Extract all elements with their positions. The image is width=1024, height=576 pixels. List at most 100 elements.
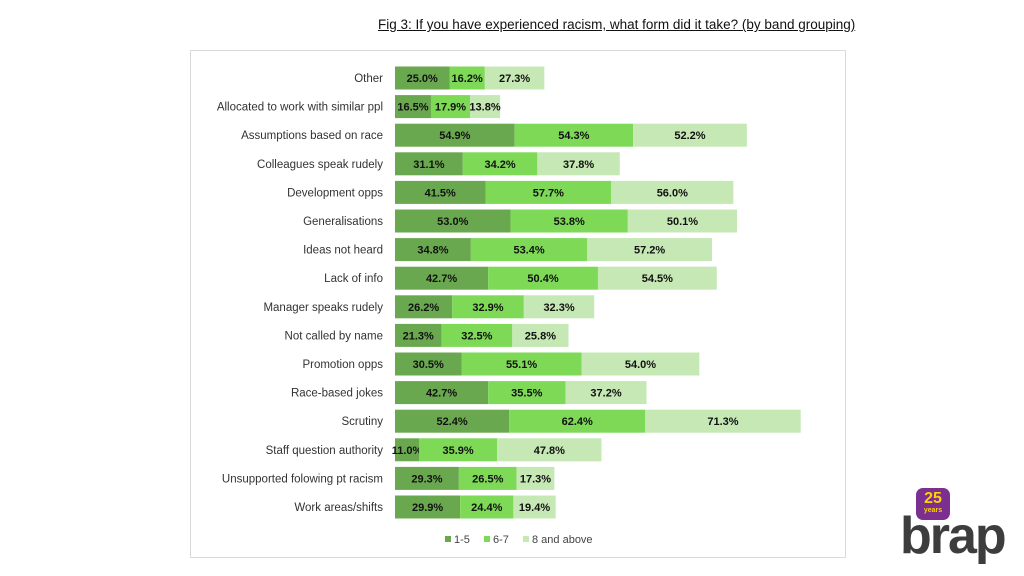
bar-segment xyxy=(523,295,595,319)
bar-segment xyxy=(441,323,513,347)
category-label: Not called by name xyxy=(285,330,383,342)
category-label: Race-based jokes xyxy=(291,388,383,400)
data-label: 29.9% xyxy=(412,502,443,514)
bar-segment xyxy=(395,438,419,462)
data-label: 57.2% xyxy=(634,245,665,257)
bar-segment xyxy=(395,323,442,347)
bar-segment xyxy=(510,209,628,233)
data-label: 32.5% xyxy=(461,330,492,342)
data-label: 53.8% xyxy=(554,216,585,228)
bar-segment xyxy=(488,266,598,290)
data-label: 55.1% xyxy=(506,359,537,371)
data-label: 37.2% xyxy=(590,388,621,400)
bar-segment xyxy=(537,152,620,176)
bar-segment xyxy=(513,495,556,519)
bar-segment xyxy=(565,381,647,405)
data-label: 53.0% xyxy=(437,216,468,228)
bar-segment xyxy=(395,95,431,119)
data-label: 54.5% xyxy=(642,273,673,285)
data-label: 35.9% xyxy=(443,445,474,457)
data-label: 57.7% xyxy=(533,187,564,199)
bar-segment xyxy=(395,381,489,405)
data-label: 25.0% xyxy=(407,73,438,85)
data-label: 13.8% xyxy=(469,102,500,114)
bar-segment xyxy=(460,495,514,519)
bar-segment xyxy=(395,295,453,319)
bar-segment xyxy=(597,266,717,290)
data-label: 19.4% xyxy=(519,502,550,514)
bar-segment xyxy=(395,238,471,262)
data-label: 24.4% xyxy=(471,502,502,514)
data-label: 54.0% xyxy=(625,359,656,371)
data-label: 27.3% xyxy=(499,73,530,85)
badge-number: 25 xyxy=(924,490,942,507)
data-label: 16.5% xyxy=(397,102,428,114)
category-label: Unsupported folowing pt racism xyxy=(222,473,383,485)
bar-segment xyxy=(430,95,470,119)
category-label: Promotion opps xyxy=(302,359,383,371)
bar-segment xyxy=(395,152,463,176)
category-label: Assumptions based on race xyxy=(241,130,383,142)
data-label: 29.3% xyxy=(411,473,442,485)
bar-segment xyxy=(581,352,700,376)
data-label: 16.2% xyxy=(452,73,483,85)
category-label: Ideas not heard xyxy=(303,245,383,257)
data-label: 34.8% xyxy=(417,245,448,257)
category-label: Other xyxy=(354,73,383,85)
bar-segment xyxy=(458,466,517,490)
data-label: 17.3% xyxy=(520,473,551,485)
data-label: 34.2% xyxy=(484,159,515,171)
data-label: 26.5% xyxy=(472,473,503,485)
data-label: 53.4% xyxy=(513,245,544,257)
bar-segment xyxy=(516,466,555,490)
bar-segment xyxy=(611,180,734,204)
category-label: Generalisations xyxy=(303,216,383,228)
data-label: 26.2% xyxy=(408,302,439,314)
bar-segment xyxy=(633,123,747,147)
data-label: 32.3% xyxy=(543,302,574,314)
bar-segment xyxy=(395,495,461,519)
anniversary-badge: 25 years xyxy=(916,488,950,520)
chart-frame: Other 25.0% 16.2% 27.3% Allocated to work wi… xyxy=(190,50,846,558)
chart-title: Fig 3: If you have experienced racism, w… xyxy=(378,17,856,32)
category-label: Lack of info xyxy=(324,273,383,285)
bar-segment xyxy=(395,266,489,290)
bar-segment xyxy=(488,381,566,405)
data-label: 47.8% xyxy=(534,445,565,457)
bar-segment xyxy=(469,95,501,119)
data-label: 32.9% xyxy=(472,302,503,314)
bar-segment xyxy=(461,352,582,376)
data-label: 37.8% xyxy=(563,159,594,171)
data-label: 50.4% xyxy=(527,273,558,285)
category-label: Scrutiny xyxy=(341,416,383,428)
category-label: Colleagues speak rudely xyxy=(257,159,383,171)
bar-segment xyxy=(497,438,602,462)
data-label: 41.5% xyxy=(425,187,456,199)
bar-segment xyxy=(395,409,510,433)
bar-segment xyxy=(395,466,459,490)
logo-wordmark: brap xyxy=(900,507,1007,565)
data-label: 30.5% xyxy=(413,359,444,371)
bar-segment xyxy=(395,209,511,233)
brap-logo: 25 years brap xyxy=(900,488,1010,570)
bar-segment xyxy=(395,123,515,147)
bar-segment xyxy=(395,66,450,90)
legend-swatch xyxy=(523,536,529,542)
data-label: 54.3% xyxy=(558,130,589,142)
bar-segment xyxy=(418,438,498,462)
data-label: 11.0% xyxy=(392,445,423,457)
legend-label: 6-7 xyxy=(493,534,509,546)
data-label: 56.0% xyxy=(657,187,688,199)
data-label: 50.1% xyxy=(667,216,698,228)
bar-segment xyxy=(452,295,524,319)
category-label: Work areas/shifts xyxy=(294,502,383,514)
category-label: Manager speaks rudely xyxy=(263,302,383,314)
category-label: Allocated to work with similar ppl xyxy=(217,102,383,114)
data-label: 17.9% xyxy=(435,102,466,114)
stacked-bar-chart: Other 25.0% 16.2% 27.3% Allocated to work wi… xyxy=(217,66,801,546)
data-label: 54.9% xyxy=(439,130,470,142)
data-label: 52.2% xyxy=(674,130,705,142)
data-label: 71.3% xyxy=(707,416,738,428)
bar-segment xyxy=(449,66,485,90)
data-label: 21.3% xyxy=(403,330,434,342)
